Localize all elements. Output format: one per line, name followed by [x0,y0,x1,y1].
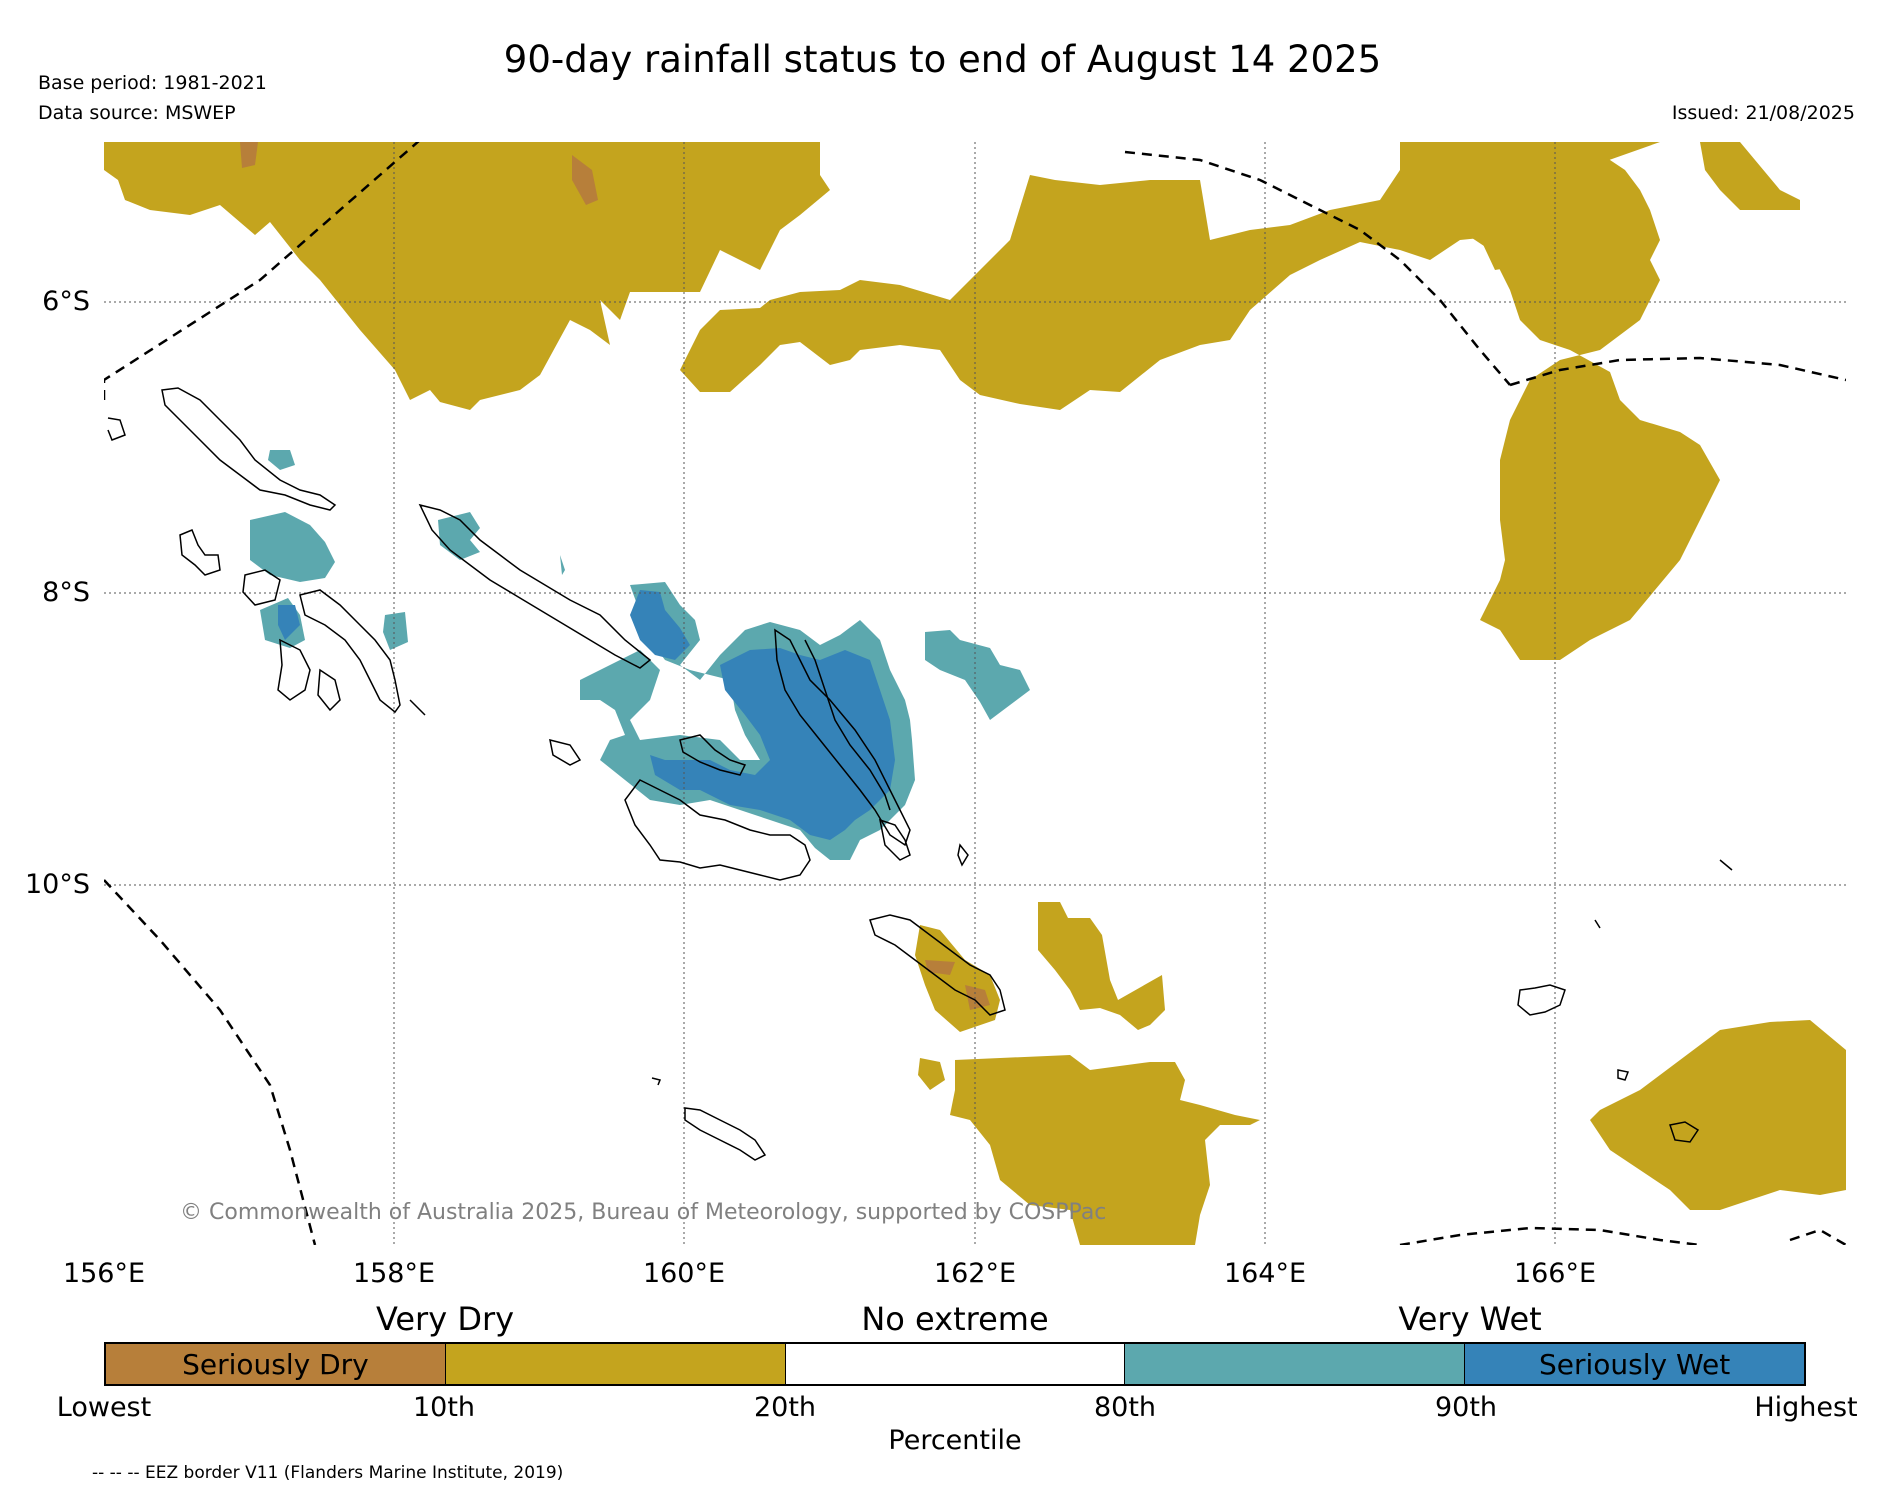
eez-border [104,142,1846,1245]
seriously-wet-region [630,590,690,660]
lat-label: 8°S [42,577,90,608]
lon-label: 156°E [62,1258,146,1289]
legend-segment-very-dry [445,1344,786,1384]
lon-label: 162°E [933,1258,1017,1289]
legend-tick: 20th [753,1392,817,1423]
lon-label: 160°E [642,1258,726,1289]
very-dry-region-north [104,142,830,410]
very-dry-region-south [915,925,1000,1032]
legend-segment-no-extreme [785,1344,1126,1384]
legend-tick: Lowest [56,1392,152,1423]
very-dry-region-southeast [1590,1020,1846,1210]
seriously-wet-region [278,605,300,640]
legend-tick: 90th [1434,1392,1498,1423]
very-dry-region-south [1038,902,1165,1030]
very-dry-region-northeast [1700,142,1800,210]
legend-segment-seriously-wet: Seriously Wet [1465,1344,1804,1384]
data-source: Data source: MSWEP [38,102,236,124]
legend-segment-very-wet [1125,1344,1466,1384]
very-wet-region [250,512,335,582]
seriously-dry-spot [572,155,598,205]
very-dry-region-northeast [1430,142,1520,240]
lon-label: 164°E [1223,1258,1307,1289]
very-dry-region-south [950,1055,1260,1245]
legend-segment-seriously-dry: Seriously Dry [106,1344,446,1384]
very-wet-region [383,612,408,650]
lon-label: 158°E [352,1258,436,1289]
seriously-dry-spot [965,985,990,1010]
legend-segment-label: Seriously Dry [182,1347,369,1381]
coastlines [107,387,1733,1161]
very-wet-region [925,630,1030,720]
legend-axis-label: Percentile [888,1425,1022,1456]
legend-tick: 10th [412,1392,476,1423]
legend-tick: Highest [1754,1392,1858,1423]
very-dry-region-south [918,1058,945,1090]
very-wet-region [268,450,295,470]
very-dry-region-north [1430,142,1720,660]
base-period: Base period: 1981-2021 [38,72,267,94]
eez-note: -- -- -- EEZ border V11 (Flanders Marine… [92,1463,564,1483]
legend-category-no-extreme: No extreme [861,1300,1049,1338]
seriously-dry-spot [925,960,955,975]
page-title: 90-day rainfall status to end of August … [503,38,1382,81]
legend-segment-label: Seriously Wet [1538,1347,1731,1381]
legend-category-very-wet: Very Wet [1398,1300,1542,1338]
lon-label: 166°E [1513,1258,1597,1289]
copyright-notice: © Commonwealth of Australia 2025, Bureau… [180,1200,1107,1225]
legend-colorbar: Seriously Dry Seriously Wet [104,1342,1806,1386]
issued-date: Issued: 21/08/2025 [1671,102,1855,124]
seriously-dry-spot [240,142,258,168]
lat-label: 10°S [25,869,90,900]
very-dry-region-north [680,142,1660,410]
seriously-wet-region [650,648,895,840]
graticule [104,142,1846,1245]
legend-category-very-dry: Very Dry [375,1300,515,1338]
legend-tick: 80th [1093,1392,1157,1423]
lat-label: 6°S [42,286,90,317]
very-wet-region [560,555,565,575]
